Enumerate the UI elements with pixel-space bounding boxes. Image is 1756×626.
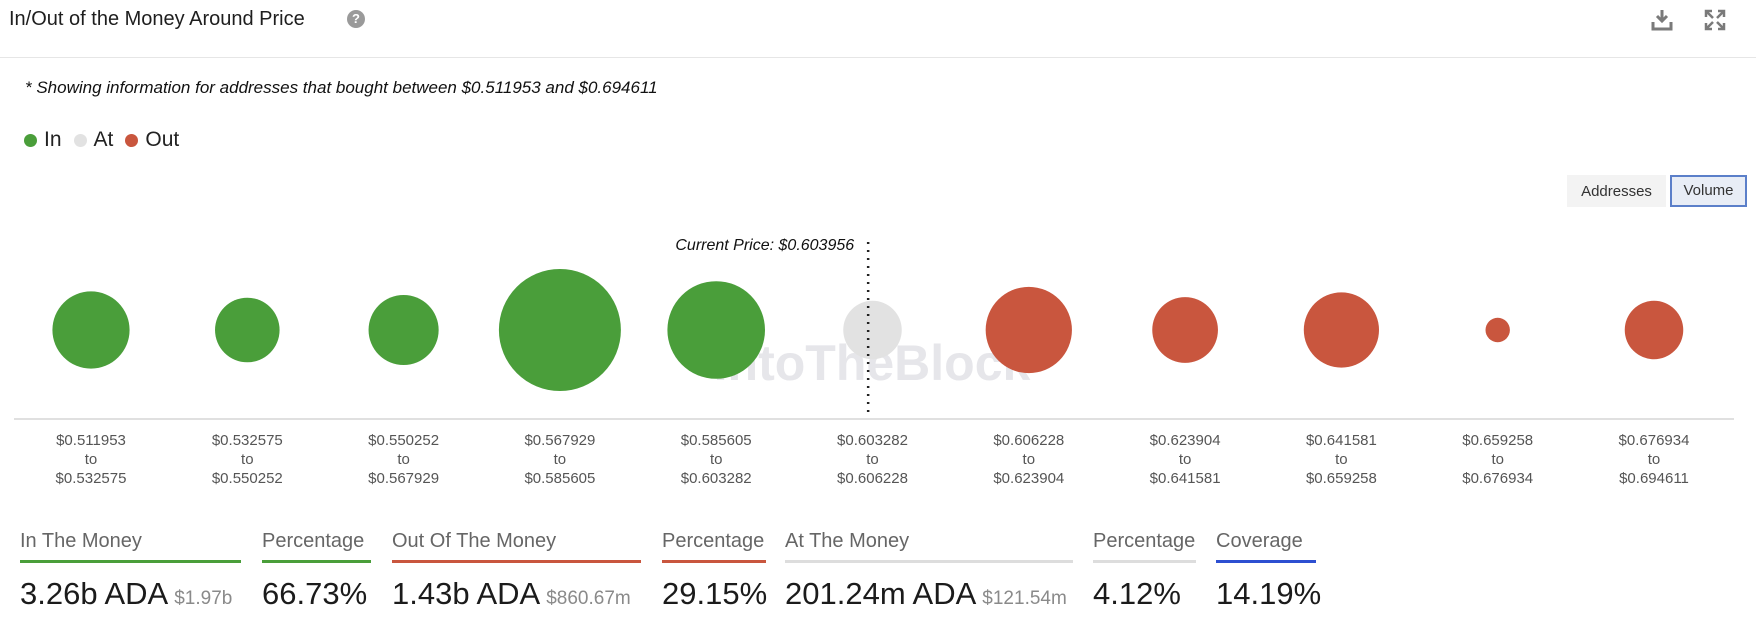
fullscreen-icon[interactable] [1704,9,1726,31]
tick-label-from: $0.659258 [1462,432,1533,449]
bubble-in [52,291,130,369]
tick-label-to-word: to [241,451,254,468]
stat-value: 1.43b ADA $860.67m [392,576,631,611]
tick-label-from: $0.585605 [681,432,752,449]
stat-usd: $1.97b [174,588,233,609]
tick-label-to-word: to [710,451,723,468]
bubble-out [1152,297,1218,363]
tick-label-to: $0.641581 [1150,470,1221,487]
stat-in-percentage: Percentage 66.73% [262,530,371,612]
tick-label-to-word: to [1648,451,1661,468]
tick-label-to: $0.603282 [681,470,752,487]
tick-label-to: $0.694611 [1619,470,1689,487]
legend-label-in: In [44,128,62,151]
help-icon[interactable]: ? [347,10,365,28]
tick-label-from: $0.532575 [212,432,283,449]
tick-label-from: $0.511953 [56,432,126,449]
stat-label: Out Of The Money [392,530,557,552]
legend: In At Out [24,128,191,152]
tick-label-from: $0.676934 [1619,432,1690,449]
tick-label-to-word: to [85,451,98,468]
tick-label-from: $0.567929 [524,432,595,449]
stat-usd: $860.67m [546,588,631,609]
stat-coverage: Coverage 14.19% [1216,530,1322,612]
tick-label-to-word: to [1491,451,1504,468]
stat-value: 14.19% [1216,576,1322,611]
tick-label-to-word: to [1179,451,1192,468]
tick-label-to: $0.532575 [56,470,127,487]
bubble-in [368,294,439,366]
tick-label-to: $0.606228 [837,470,908,487]
stat-underline [1093,560,1196,563]
tick-label-to: $0.659258 [1306,470,1377,487]
legend-label-out: Out [145,128,180,151]
stat-out-percentage: Percentage 29.15% [662,530,768,612]
tick-label-to: $0.585605 [524,470,595,487]
legend-item-in[interactable]: In [24,128,62,152]
volume-toggle-button[interactable]: Volume [1670,175,1747,207]
tick-label-to: $0.623904 [993,470,1064,487]
tick-label-to: $0.550252 [212,470,283,487]
legend-dot-at [73,133,87,147]
current-price-label: Current Price: $0.603956 [675,237,854,254]
bubble-out [985,286,1072,374]
legend-dot-out [125,133,139,147]
stat-label: At The Money [785,530,910,552]
stat-value: 66.73% [262,576,368,611]
stat-label: Percentage [662,530,765,552]
tick-label-from: $0.603282 [837,432,908,449]
legend-dot-in [24,133,37,147]
addresses-toggle-button[interactable]: Addresses [1567,175,1666,207]
stat-underline [20,560,241,563]
bubble-in [215,297,280,363]
widget-title: In/Out of the Money Around Price [9,8,305,30]
legend-item-at[interactable]: At [73,128,114,152]
tick-label-from: $0.550252 [368,432,439,449]
widget-header: In/Out of the Money Around Price ? [0,0,1756,58]
stat-underline [785,560,1073,563]
stat-underline [262,560,371,563]
stat-at-the-money: At The Money 201.24m ADA $121.54m [785,530,1073,612]
download-icon[interactable] [1650,8,1674,32]
stat-out-of-the-money: Out Of The Money 1.43b ADA $860.67m [392,530,641,612]
tick-label-to-word: to [397,451,410,468]
tick-label-to: $0.676934 [1462,470,1533,487]
stat-underline [392,560,641,563]
stat-in-the-money: In The Money 3.26b ADA $1.97b [20,530,241,612]
tick-label-to-word: to [1023,451,1036,468]
tick-label-to-word: to [866,451,879,468]
tick-label-to-word: to [554,451,567,468]
stat-value: 4.12% [1093,576,1181,611]
bubble-chart: IntoTheBlock$0.511953to$0.532575$0.53257… [14,237,1734,487]
stat-value: 3.26b ADA $1.97b [20,576,233,611]
stat-label: Percentage [262,530,365,552]
bubble-in [667,281,765,379]
stat-at-percentage: Percentage 4.12% [1093,530,1196,612]
tick-label-from: $0.641581 [1306,432,1377,449]
stat-underline [1216,560,1316,563]
stat-usd: $121.54m [982,588,1067,609]
tick-label-from: $0.606228 [993,432,1064,449]
legend-item-out[interactable]: Out [125,128,179,152]
tick-label-from: $0.623904 [1150,432,1221,449]
legend-label-at: At [93,128,114,151]
bubble-out [1303,292,1380,368]
tick-label-to-word: to [1335,451,1348,468]
bubble-at [843,300,902,360]
stat-value: 201.24m ADA $121.54m [785,576,1067,611]
stat-label: Coverage [1216,530,1303,552]
bubble-out [1624,300,1684,360]
stat-underline [662,560,766,563]
range-note: * Showing information for addresses that… [25,78,658,97]
stat-label: Percentage [1093,530,1196,552]
tick-label-to: $0.567929 [368,470,439,487]
bubble-out [1485,317,1510,343]
stat-value: 29.15% [662,576,768,611]
stat-label: In The Money [20,530,142,552]
bubble-in [498,269,621,391]
